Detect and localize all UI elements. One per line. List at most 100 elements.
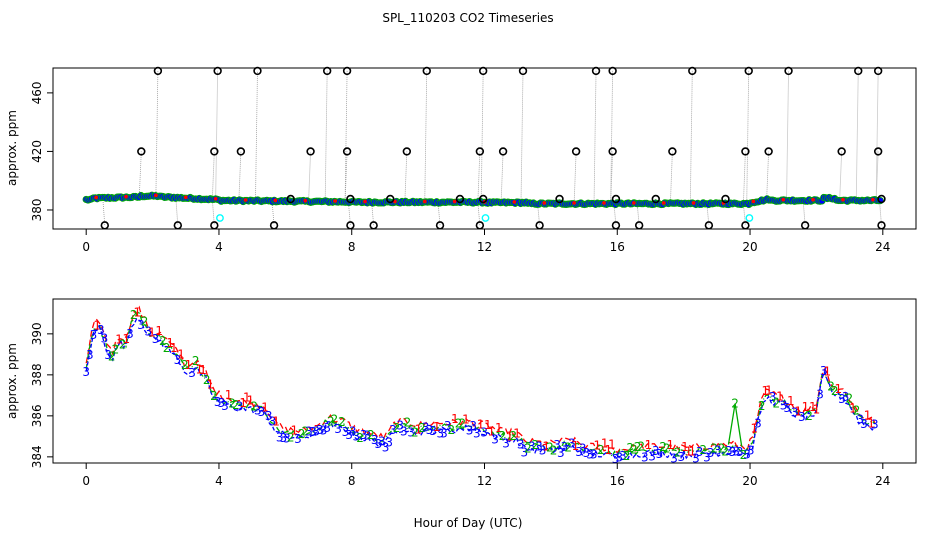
series-point-label: 3 — [174, 353, 182, 367]
series-point-label: 1 — [115, 333, 123, 347]
outlier-point — [475, 147, 485, 156]
series-point-label: 2 — [550, 444, 558, 458]
series-point-label: 3 — [736, 445, 744, 459]
outlier-connector — [255, 70, 258, 201]
series-point-label: 1 — [261, 400, 269, 414]
mean-marker — [94, 195, 98, 200]
series-point-label: 3 — [860, 417, 868, 431]
series-point-label: 2 — [250, 400, 258, 414]
top-x-tick-label: 16 — [610, 240, 625, 254]
series-point-label: 3 — [345, 428, 353, 442]
mean-marker — [452, 199, 457, 204]
series-point-label: 2 — [181, 358, 189, 372]
series-point-label: 1 — [604, 443, 612, 457]
series-point-label: 2 — [112, 343, 120, 357]
outlier-connector — [786, 70, 789, 201]
bottom-x-tick-label: 12 — [477, 474, 492, 488]
series-point-label: 1 — [495, 421, 503, 435]
series-point-label: 3 — [838, 392, 846, 406]
series-point-label: 2 — [845, 392, 853, 406]
series-point-label: 3 — [652, 444, 660, 458]
outlier-connector — [324, 70, 328, 202]
series-point-label: 3 — [561, 440, 569, 454]
mean-marker — [841, 197, 845, 202]
top-y-tick-label: 460 — [30, 81, 44, 104]
series-point-label: 3 — [323, 421, 331, 435]
series-point-label: 2 — [228, 396, 236, 410]
mean-marker — [124, 194, 128, 199]
series-point-label: 3 — [590, 448, 598, 462]
mean-marker — [691, 201, 696, 205]
series-point-label: 3 — [714, 444, 722, 458]
bottom-x-tick-label: 16 — [610, 474, 625, 488]
series-point-label: 2 — [356, 431, 364, 445]
series-point-label: 1 — [185, 358, 193, 372]
series-point-label: 3 — [429, 424, 437, 438]
outlier-point — [651, 194, 660, 204]
outlier-point — [764, 147, 773, 156]
outlier-point — [498, 147, 508, 156]
series-point-label: 2 — [130, 308, 138, 322]
outlier-connector — [238, 151, 242, 201]
mean-marker — [632, 201, 636, 205]
series-point-label: 1 — [170, 341, 178, 355]
series-point-label: 2 — [626, 441, 634, 455]
series-point-label: 3 — [440, 427, 448, 441]
series-point-label: 3 — [842, 390, 850, 404]
series-point-label: 3 — [221, 399, 229, 413]
series-point-label: 2 — [758, 399, 766, 413]
series-point-label: 3 — [579, 442, 587, 456]
series-point-label: 2 — [404, 415, 412, 429]
top-x-tick-label: 0 — [82, 240, 90, 254]
series-point-label: 1 — [787, 394, 795, 408]
top-x-tick-label: 4 — [215, 240, 223, 254]
outlier-connector — [344, 70, 348, 202]
outlier-point — [668, 147, 677, 156]
outlier-connector — [766, 151, 770, 200]
outlier-connector — [500, 151, 504, 203]
bottom-panel: 3331333221213213231312211312132112123331… — [5, 298, 917, 488]
outlier-connector — [308, 151, 311, 202]
outlier-point — [402, 147, 412, 156]
series-point-label: 3 — [236, 399, 244, 413]
series-line-3 — [85, 317, 876, 461]
series-point-label: 3 — [334, 422, 342, 436]
series-point-label: 1 — [433, 420, 441, 434]
series-point-label: 2 — [853, 404, 861, 418]
series-point-label: 3 — [101, 332, 109, 346]
outlier-point — [346, 194, 355, 204]
bottom-data-layer: 3331333221213213231312211312132112123331… — [82, 305, 879, 466]
outlier-point — [137, 147, 146, 156]
outlier-connector — [211, 151, 215, 200]
mean-marker — [303, 198, 308, 203]
series-point-label: 3 — [473, 426, 481, 440]
series-point-label: 3 — [517, 438, 525, 452]
series-point-label: 1 — [681, 440, 689, 454]
series-point-label: 3 — [583, 446, 591, 460]
series-point-label: 3 — [539, 444, 547, 458]
series-point-label: 1 — [594, 439, 602, 453]
series-point-label: 3 — [217, 396, 225, 410]
outlier-point — [873, 147, 883, 156]
top-panel: 0 4 8 12 16 20 24 380 420 460 approx. ppm — [5, 66, 917, 254]
outlier-connector — [875, 70, 879, 201]
series-point-label: 1 — [133, 306, 141, 320]
outlier-point — [854, 66, 863, 76]
series-point-label: 1 — [123, 332, 131, 346]
series-point-label: 3 — [856, 413, 864, 427]
series-point-label: 3 — [798, 410, 806, 424]
series-point-label: 2 — [546, 441, 554, 455]
series-point-label: 2 — [499, 429, 507, 443]
series-point-label: 3 — [780, 399, 788, 413]
figure-title: SPL_110203 CO2 Timeseries — [382, 11, 553, 25]
outlier-point — [784, 66, 793, 76]
outlier-point — [286, 194, 295, 204]
series-point-label: 1 — [813, 403, 821, 417]
outlier-connector — [573, 151, 577, 204]
outlier-connector — [875, 151, 879, 201]
outlier-point — [210, 221, 219, 230]
series-point-label: 3 — [466, 423, 474, 437]
series-point-label: 2 — [232, 398, 240, 412]
